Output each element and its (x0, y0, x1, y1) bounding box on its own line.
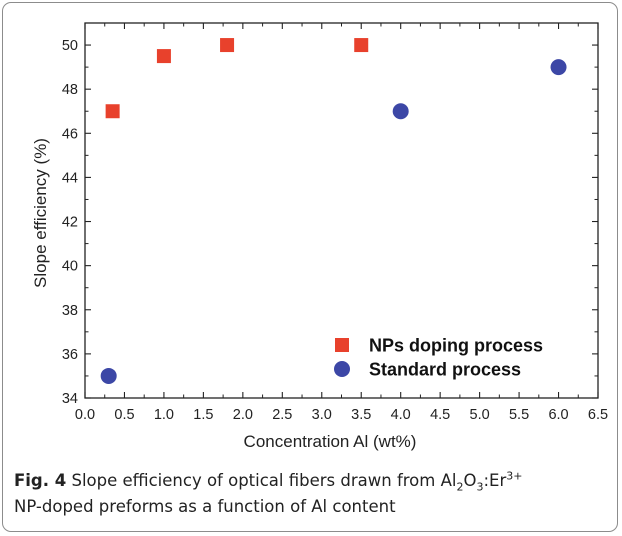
x-tick-label: 1.5 (193, 407, 213, 423)
figure-frame (2, 2, 618, 532)
x-tick-label: 2.5 (272, 407, 292, 423)
y-tick-label: 34 (62, 391, 78, 407)
x-tick-label: 5.0 (470, 407, 490, 423)
caption-text-d: NP-doped preforms as a function of Al co… (14, 497, 396, 516)
y-tick-label: 46 (62, 126, 78, 142)
x-tick-label: 4.0 (391, 407, 411, 423)
y-tick-label: 36 (62, 347, 78, 363)
data-point-square (156, 49, 171, 64)
caption-text-b: O (463, 471, 477, 490)
data-point-square (105, 104, 120, 119)
legend-circle-marker (334, 361, 350, 377)
figure-caption: Fig. 4 Slope efficiency of optical fiber… (14, 468, 604, 520)
data-point-square (220, 38, 235, 53)
caption-text-c: :Er (483, 471, 507, 490)
x-tick-label: 5.5 (509, 407, 529, 423)
x-tick-label: 4.5 (430, 407, 450, 423)
caption-sub-1: 2 (456, 480, 464, 494)
y-tick-label: 50 (62, 38, 78, 54)
caption-label: Fig. 4 (14, 471, 67, 490)
data-point-circle (100, 367, 117, 384)
y-tick-label: 38 (62, 303, 78, 319)
caption-sup-1: 3+ (506, 469, 523, 483)
x-tick-label: 0.0 (75, 407, 95, 423)
data-point-circle (392, 103, 409, 120)
y-tick-label: 48 (62, 82, 78, 98)
caption-text-a: Slope efficiency of optical fibers drawn… (66, 471, 457, 490)
legend-label: Standard process (369, 360, 521, 380)
data-point-circle (550, 59, 567, 76)
x-tick-label: 2.0 (233, 407, 253, 423)
x-axis-label: Concentration Al (wt%) (244, 432, 417, 451)
y-tick-label: 40 (62, 259, 78, 275)
x-tick-label: 3.5 (351, 407, 371, 423)
legend-label: NPs doping process (369, 336, 543, 356)
x-tick-label: 0.5 (114, 407, 134, 423)
y-axis-label: Slope efficiency (%) (31, 138, 50, 288)
x-tick-label: 3.0 (312, 407, 332, 423)
data-point-square (354, 38, 369, 53)
y-tick-label: 44 (62, 170, 78, 186)
legend-square-marker (335, 338, 349, 352)
y-tick-label: 42 (62, 215, 78, 231)
caption-sub-2: 3 (476, 480, 484, 494)
x-tick-label: 6.0 (548, 407, 568, 423)
x-tick-label: 6.5 (588, 407, 608, 423)
x-tick-label: 1.0 (154, 407, 174, 423)
